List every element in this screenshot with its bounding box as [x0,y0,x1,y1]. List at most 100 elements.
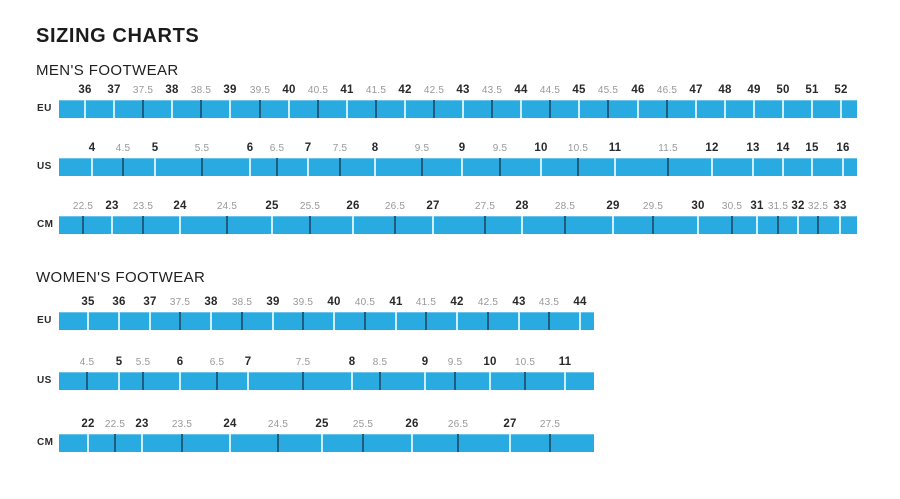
whole-size-divider [229,434,231,452]
ruler-bar-cm [59,216,857,234]
half-size-divider [549,100,551,118]
whole-size-divider [752,158,754,176]
size-label: 8 [348,356,356,368]
size-label: 33 [833,200,847,212]
whole-size-divider [321,434,323,452]
half-size-divider [817,216,819,234]
half-size-divider [216,372,218,390]
half-size-divider [454,372,456,390]
whole-size-divider [564,372,566,390]
whole-size-divider [842,158,844,176]
whole-size-divider [456,312,458,330]
page-title: SIZING CHARTS [36,25,200,47]
whole-size-divider [113,100,115,118]
size-label: 11 [608,142,622,154]
ruler-bar-cm [59,434,594,452]
unit-label-eu: EU [37,103,52,114]
half-size-divider [499,158,501,176]
size-label: 27.5 [474,201,496,212]
half-size-divider [179,312,181,330]
half-size-divider [549,434,551,452]
size-label: 52 [834,84,848,96]
size-label: 22 [81,418,95,430]
size-label: 22.5 [72,201,94,212]
size-label: 25.5 [352,419,374,430]
ruler-bar-eu [59,312,594,330]
size-label: 29.5 [642,201,664,212]
whole-size-divider [352,216,354,234]
half-size-divider [433,100,435,118]
size-label: 28 [515,200,529,212]
size-label: 4 [88,142,96,154]
half-size-divider [548,312,550,330]
whole-size-divider [118,312,120,330]
size-label: 4.5 [79,357,95,368]
whole-size-divider [782,100,784,118]
size-label: 51 [805,84,819,96]
size-label: 38 [165,84,179,96]
half-size-divider [114,434,116,452]
size-label: 29 [606,200,620,212]
whole-size-divider [614,158,616,176]
unit-label-us: US [37,161,52,172]
half-size-divider [607,100,609,118]
size-label: 9 [458,142,466,154]
whole-size-divider [149,312,151,330]
whole-size-divider [333,312,335,330]
half-size-divider [457,434,459,452]
whole-size-divider [411,434,413,452]
size-label: 10.5 [567,143,589,154]
half-size-divider [379,372,381,390]
size-label: 4.5 [115,143,131,154]
whole-size-divider [307,158,309,176]
size-label: 38.5 [231,297,253,308]
whole-size-divider [87,312,89,330]
size-label: 39.5 [249,85,271,96]
half-size-divider [484,216,486,234]
size-label: 39 [266,296,280,308]
size-label: 30 [691,200,705,212]
size-label: 27 [426,200,440,212]
whole-size-divider [509,434,511,452]
size-label: 5 [151,142,159,154]
ruler-bar-us [59,372,594,390]
size-label: 9.5 [492,143,508,154]
size-label: 46.5 [656,85,678,96]
whole-size-divider [756,216,758,234]
half-size-divider [259,100,261,118]
size-label: 36 [78,84,92,96]
size-label: 43 [456,84,470,96]
size-label: 10.5 [514,357,536,368]
whole-size-divider [351,372,353,390]
half-size-divider [491,100,493,118]
size-label: 41 [340,84,354,96]
size-label: 24.5 [267,419,289,430]
section-heading-womens: WOMEN'S FOOTWEAR [36,269,206,286]
size-label: 24 [173,200,187,212]
half-size-divider [241,312,243,330]
size-label: 11.5 [658,143,678,154]
size-label: 8 [371,142,379,154]
half-size-divider [276,158,278,176]
size-label: 44 [573,296,587,308]
half-size-divider [487,312,489,330]
half-size-divider [394,216,396,234]
half-size-divider [122,158,124,176]
ruler-bar-eu [59,100,857,118]
size-label: 38 [204,296,218,308]
size-label: 39.5 [292,297,314,308]
unit-label-us: US [37,375,52,386]
size-label: 6.5 [209,357,225,368]
half-size-divider [302,372,304,390]
half-size-divider [142,100,144,118]
size-label: 7.5 [332,143,348,154]
size-label: 37 [107,84,121,96]
size-label: 41.5 [365,85,387,96]
whole-size-divider [179,216,181,234]
whole-size-divider [229,100,231,118]
half-size-divider [577,158,579,176]
whole-size-divider [695,100,697,118]
half-size-divider [524,372,526,390]
size-label: 37.5 [132,85,154,96]
size-label: 25.5 [299,201,321,212]
